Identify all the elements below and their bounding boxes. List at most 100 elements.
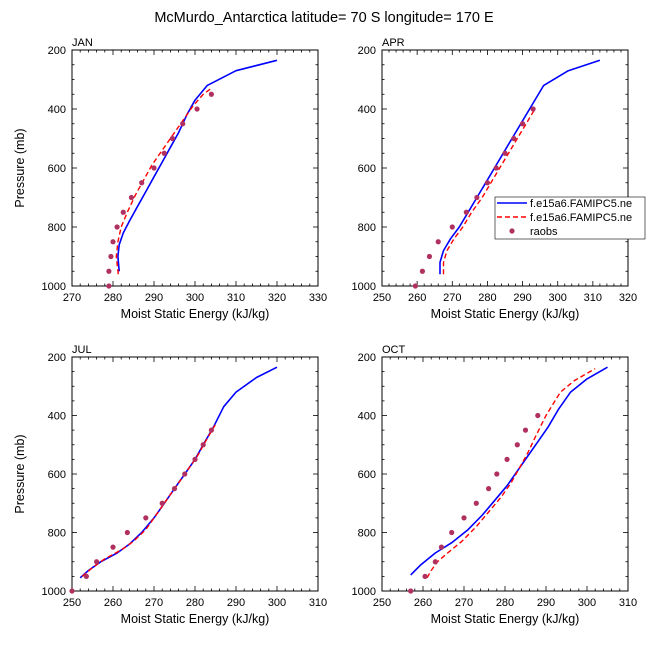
x-tick-label: 270 — [443, 292, 461, 304]
x-tick-label: 300 — [549, 292, 567, 304]
raob-point — [69, 588, 75, 594]
legend-label: f.e15a6.FAMIPC5.ne — [530, 212, 632, 224]
y-tick-label: 1000 — [352, 586, 376, 598]
x-tick-label: 260 — [104, 597, 122, 609]
raob-point — [449, 224, 455, 230]
y-axis-label: Pressure (mb) — [13, 128, 27, 207]
x-tick-label: 280 — [496, 597, 514, 609]
raob-point — [502, 150, 508, 156]
raob-point — [535, 412, 541, 419]
y-tick-label: 600 — [358, 163, 376, 175]
raob-point — [169, 135, 176, 142]
panel-label: JUL — [72, 344, 92, 356]
x-tick-label: 310 — [619, 597, 637, 609]
panel-label: OCT — [382, 344, 406, 356]
raob-point — [180, 121, 186, 127]
x-tick-label: 300 — [578, 597, 596, 609]
raob-point — [110, 544, 116, 550]
plot-frame — [381, 49, 629, 287]
raob-point — [412, 283, 418, 289]
x-tick-label: 270 — [63, 292, 81, 304]
raob-point — [432, 559, 438, 565]
model-line-solid — [79, 366, 278, 579]
raob-point — [171, 486, 178, 492]
model-line-solid — [117, 59, 278, 272]
raob-point — [114, 224, 120, 230]
raob-point — [473, 500, 479, 506]
x-tick-label: 250 — [373, 292, 391, 304]
raob-point — [474, 194, 480, 201]
y-tick-label: 1000 — [42, 586, 66, 598]
raob-point — [106, 268, 112, 274]
model-line-dashed — [426, 368, 596, 579]
y-tick-label: 800 — [48, 528, 66, 540]
raob-point — [139, 180, 145, 186]
raob-point — [151, 165, 157, 171]
y-tick-label: 200 — [48, 352, 66, 364]
raob-point — [124, 529, 130, 536]
y-axis-label: Pressure (mb) — [13, 434, 27, 513]
x-tick-label: 280 — [186, 597, 204, 609]
raob-point — [486, 486, 492, 492]
x-tick-label: 290 — [513, 292, 531, 304]
plot-frame — [71, 49, 319, 287]
x-tick-label: 330 — [309, 292, 327, 304]
raob-point — [200, 442, 206, 448]
y-tick-label: 600 — [48, 469, 66, 481]
x-tick-label: 310 — [227, 292, 245, 304]
x-axis-label: Moist Static Energy (kJ/kg) — [121, 307, 270, 321]
raob-point — [449, 529, 455, 536]
x-tick-label: 250 — [373, 597, 391, 609]
y-tick-label: 600 — [358, 469, 376, 481]
raob-point — [106, 283, 112, 289]
raob-point — [110, 239, 116, 245]
raob-point — [128, 194, 135, 201]
raob-point — [461, 515, 467, 521]
raob-point — [208, 427, 214, 433]
y-tick-label: 200 — [48, 45, 66, 57]
raob-point — [484, 180, 491, 186]
y-tick-label: 1000 — [352, 281, 376, 293]
x-tick-label: 260 — [408, 292, 426, 304]
y-tick-label: 600 — [48, 163, 66, 175]
x-tick-label: 270 — [145, 597, 163, 609]
y-tick-label: 800 — [358, 222, 376, 234]
x-tick-label: 290 — [537, 597, 555, 609]
raob-point — [504, 456, 510, 462]
legend: f.e15a6.FAMIPC5.ne f.e15a6.FAMIPC5.ne ra… — [494, 196, 646, 240]
figure-title: McMurdo_Antarctica latitude= 70 S longit… — [154, 10, 494, 26]
panel-jan: 270 280 290 300 310 320 330 200 400 600 800 1000 JAN… — [13, 37, 327, 321]
model-line-dashed — [115, 87, 212, 275]
x-tick-label: 290 — [227, 597, 245, 609]
panel-label: JAN — [72, 37, 93, 49]
y-tick-label: 400 — [358, 411, 376, 423]
y-tick-label: 200 — [358, 45, 376, 57]
x-tick-label: 320 — [268, 292, 286, 304]
panel-apr: 250 260 270 280 290 300 310 320 200 400 600 800 1000… — [352, 37, 638, 321]
raob-point — [511, 135, 517, 142]
x-tick-label: 280 — [478, 292, 496, 304]
model-line-dashed — [442, 108, 536, 275]
raob-point — [435, 239, 441, 245]
raob-point — [419, 268, 426, 274]
y-tick-label: 800 — [48, 222, 66, 234]
plot-frame — [381, 356, 629, 592]
legend-label: f.e15a6.FAMIPC5.ne — [530, 198, 632, 210]
panel-jul: 250 260 270 280 290 300 310 200 400 600 800 1000 JUL… — [13, 344, 327, 626]
raob-point — [463, 209, 469, 215]
raob-point — [192, 456, 198, 462]
y-tick-label: 400 — [48, 411, 66, 423]
x-tick-label: 310 — [309, 597, 327, 609]
x-axis-label: Moist Static Energy (kJ/kg) — [121, 612, 270, 626]
x-tick-label: 270 — [455, 597, 473, 609]
x-axis-label: Moist Static Energy (kJ/kg) — [431, 612, 580, 626]
x-tick-label: 290 — [145, 292, 163, 304]
panel-oct: 250 260 270 280 290 300 310 200 400 600 800 1000 OCT… — [352, 344, 638, 626]
raob-point — [161, 150, 167, 156]
raob-point — [143, 515, 149, 521]
model-line-solid — [439, 59, 601, 275]
x-tick-label: 320 — [619, 292, 637, 304]
legend-swatch-marker — [509, 228, 515, 234]
raob-point — [108, 253, 114, 260]
